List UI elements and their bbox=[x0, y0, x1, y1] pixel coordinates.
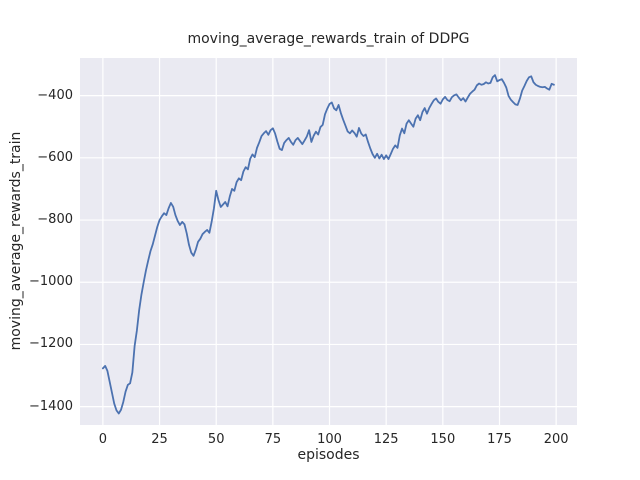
y-tick-label: −800 bbox=[37, 212, 73, 228]
plot-area bbox=[80, 58, 577, 425]
y-tick-label: −1000 bbox=[29, 274, 73, 290]
x-axis-label: episodes bbox=[297, 447, 360, 463]
x-tick-label: 25 bbox=[151, 432, 168, 447]
x-tick-label: 175 bbox=[487, 432, 512, 447]
chart-title: moving_average_rewards_train of DDPG bbox=[187, 31, 470, 47]
x-tick-label: 75 bbox=[264, 432, 282, 447]
plot-svg bbox=[80, 58, 577, 425]
x-tick-label: 150 bbox=[430, 432, 456, 447]
x-tick-label: 200 bbox=[543, 432, 569, 447]
data-line bbox=[101, 74, 555, 415]
y-tick-label: −400 bbox=[37, 87, 73, 103]
x-tick-label: 0 bbox=[98, 432, 108, 447]
x-tick-label: 125 bbox=[373, 432, 399, 447]
y-tick-label: −1400 bbox=[29, 398, 73, 414]
y-tick-label: −1200 bbox=[29, 336, 73, 352]
x-tick-label: 50 bbox=[207, 432, 225, 447]
x-tick-label: 100 bbox=[317, 432, 342, 447]
y-tick-label: −600 bbox=[37, 149, 73, 165]
